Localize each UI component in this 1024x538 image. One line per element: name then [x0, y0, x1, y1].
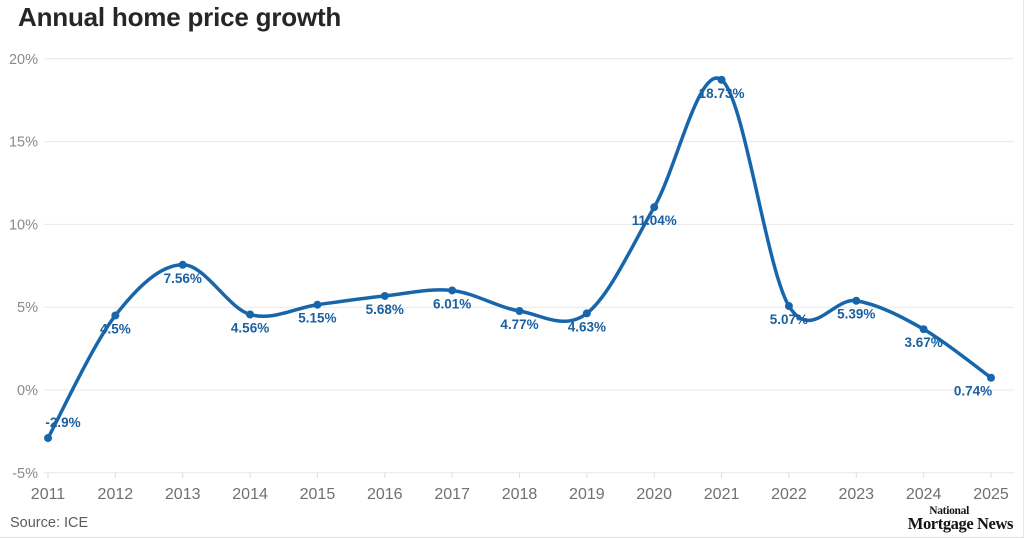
x-axis-tick-label: 2021 — [704, 486, 740, 503]
publisher-logo-line1: National — [929, 505, 969, 517]
data-point — [919, 325, 928, 334]
x-axis-tick-label: 2012 — [98, 486, 134, 503]
chart-title: Annual home price growth — [18, 2, 342, 32]
x-axis-tick-label: 2013 — [165, 486, 201, 503]
data-point — [784, 302, 793, 311]
data-point-label: 6.01% — [433, 296, 471, 311]
y-axis-tick-label: 15% — [9, 135, 38, 151]
data-point — [380, 291, 389, 300]
data-point — [582, 309, 591, 318]
y-axis-tick-label: 5% — [17, 300, 38, 316]
y-axis-tick-label: 20% — [9, 52, 38, 68]
data-point — [987, 373, 995, 382]
data-point-label: 5.68% — [366, 302, 404, 317]
data-point-label: 4.63% — [568, 319, 606, 334]
x-axis-tick-label: 2011 — [31, 486, 66, 503]
data-point — [313, 300, 322, 309]
data-point-label: 11.04% — [632, 213, 677, 228]
x-axis-tick-label: 2014 — [232, 486, 268, 503]
data-point-label: 5.15% — [298, 311, 336, 326]
x-axis-tick-label: 2019 — [569, 486, 605, 503]
price-growth-line — [46, 76, 993, 440]
x-axis-tick-label: 2016 — [367, 486, 403, 503]
data-point-label: 0.74% — [954, 384, 992, 399]
data-point-label: 7.56% — [164, 271, 202, 286]
data-point — [515, 307, 524, 316]
publisher-logo: National Mortgage News — [907, 505, 1014, 533]
data-point-label: 5.39% — [837, 307, 875, 322]
data-point — [44, 434, 52, 443]
x-axis-tick-label: 2022 — [771, 486, 807, 503]
data-point — [246, 310, 255, 319]
x-axis-tick-label: 2023 — [838, 486, 874, 503]
x-axis-tick-label: 2017 — [434, 486, 470, 503]
y-axis-tick-label: 10% — [9, 217, 38, 233]
data-point — [650, 203, 659, 212]
data-point-label: 5.07% — [770, 312, 808, 327]
data-point-label: -2.9% — [45, 415, 80, 430]
x-axis-tick-label: 2025 — [973, 486, 1009, 503]
publisher-logo-line2: Mortgage News — [907, 513, 1014, 533]
data-point-label: 4.56% — [231, 320, 269, 335]
x-axis-tick-label: 2020 — [636, 486, 672, 503]
source-note: Source: ICE — [10, 515, 89, 531]
data-point — [448, 286, 457, 295]
x-axis-tick-label: 2024 — [906, 486, 942, 503]
y-axis-tick-label: -5% — [12, 466, 38, 482]
x-axis-tick-label: 2018 — [502, 486, 538, 503]
x-axis-tick-label: 2015 — [300, 486, 336, 503]
data-point — [111, 311, 120, 320]
data-point — [178, 260, 187, 269]
data-point — [717, 75, 726, 84]
y-axis-tick-label: 0% — [17, 383, 38, 399]
data-point — [852, 296, 861, 305]
data-point-label: 4.5% — [100, 321, 131, 336]
data-point-label: 18.73% — [699, 86, 745, 101]
data-point-label: 4.77% — [500, 317, 538, 332]
data-point-label: 3.67% — [905, 335, 943, 350]
